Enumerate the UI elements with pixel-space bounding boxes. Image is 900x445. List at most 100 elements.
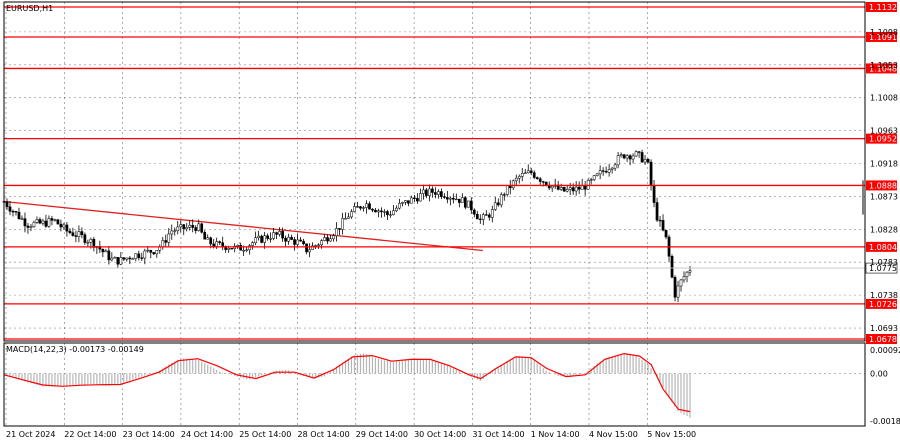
candle-body[interactable] xyxy=(565,189,569,192)
candle-body[interactable] xyxy=(676,285,680,298)
candle-body[interactable] xyxy=(17,211,21,219)
candle-body[interactable] xyxy=(152,252,156,255)
candle-body[interactable] xyxy=(275,232,278,235)
candle-body[interactable] xyxy=(383,211,386,213)
candle-body[interactable] xyxy=(101,248,105,253)
candle-body[interactable] xyxy=(484,214,488,216)
candle-body[interactable] xyxy=(131,258,135,260)
candle-body[interactable] xyxy=(443,196,446,198)
candle-body[interactable] xyxy=(502,194,506,196)
candle-body[interactable] xyxy=(5,201,9,208)
candle-body[interactable] xyxy=(559,187,563,190)
candle-body[interactable] xyxy=(8,206,12,212)
candle-body[interactable] xyxy=(454,198,458,201)
candle-body[interactable] xyxy=(209,237,213,245)
candle-body[interactable] xyxy=(272,232,275,239)
candle-body[interactable] xyxy=(416,198,419,202)
candle-body[interactable] xyxy=(457,198,461,203)
candle-body[interactable] xyxy=(107,250,111,261)
candle-body[interactable] xyxy=(119,257,123,265)
candle-body[interactable] xyxy=(23,218,27,227)
candle-body[interactable] xyxy=(571,187,575,192)
candle-body[interactable] xyxy=(475,213,479,220)
candle-body[interactable] xyxy=(377,210,380,213)
candle-body[interactable] xyxy=(263,235,266,243)
candle-body[interactable] xyxy=(134,253,138,259)
candle-body[interactable] xyxy=(395,207,398,211)
candle-body[interactable] xyxy=(592,175,596,180)
candle-body[interactable] xyxy=(655,202,659,221)
candle-body[interactable] xyxy=(59,223,63,228)
candle-body[interactable] xyxy=(227,248,231,250)
candle-body[interactable] xyxy=(287,236,290,242)
candle-body[interactable] xyxy=(628,155,632,160)
candle-body[interactable] xyxy=(493,202,497,210)
candle-body[interactable] xyxy=(643,159,647,163)
candle-body[interactable] xyxy=(332,235,335,240)
candle-body[interactable] xyxy=(658,219,662,222)
candle-body[interactable] xyxy=(245,249,248,251)
candle-body[interactable] xyxy=(242,250,246,252)
candle-body[interactable] xyxy=(490,209,494,218)
candle-body[interactable] xyxy=(586,179,590,190)
candle-body[interactable] xyxy=(640,152,644,163)
candle-body[interactable] xyxy=(646,159,650,163)
candle-body[interactable] xyxy=(365,203,368,208)
candle-body[interactable] xyxy=(673,277,677,298)
candle-body[interactable] xyxy=(128,257,132,260)
candle-body[interactable] xyxy=(197,223,201,231)
candle-body[interactable] xyxy=(335,228,338,237)
candle-body[interactable] xyxy=(26,225,30,228)
candle-body[interactable] xyxy=(77,231,81,237)
candle-body[interactable] xyxy=(448,197,452,200)
candle-body[interactable] xyxy=(86,242,90,244)
candle-body[interactable] xyxy=(625,155,629,159)
candle-body[interactable] xyxy=(11,210,15,213)
candle-body[interactable] xyxy=(188,224,192,228)
candle-body[interactable] xyxy=(631,155,635,160)
candle-body[interactable] xyxy=(329,238,332,242)
candle-body[interactable] xyxy=(499,194,503,206)
candle-body[interactable] xyxy=(302,240,305,245)
candle-body[interactable] xyxy=(38,219,42,224)
candle-body[interactable] xyxy=(661,220,665,231)
candle-body[interactable] xyxy=(637,151,641,153)
candle-body[interactable] xyxy=(428,188,431,196)
candle-body[interactable] xyxy=(191,224,195,228)
candle-body[interactable] xyxy=(29,226,33,228)
candle-body[interactable] xyxy=(425,189,428,196)
candle-body[interactable] xyxy=(41,220,45,224)
candle-body[interactable] xyxy=(206,237,210,240)
candle-body[interactable] xyxy=(311,245,314,250)
candle-body[interactable] xyxy=(604,171,608,173)
candle-body[interactable] xyxy=(350,211,353,218)
candle-body[interactable] xyxy=(634,151,638,157)
candle-body[interactable] xyxy=(407,200,410,204)
candle-body[interactable] xyxy=(463,197,467,208)
candle-body[interactable] xyxy=(664,229,668,238)
candle-body[interactable] xyxy=(505,185,509,195)
candle-body[interactable] xyxy=(113,257,117,259)
candle-body[interactable] xyxy=(481,214,485,220)
candle-body[interactable] xyxy=(535,177,539,180)
candle-body[interactable] xyxy=(299,239,302,242)
candle-body[interactable] xyxy=(478,218,482,221)
candle-body[interactable] xyxy=(362,207,365,209)
candle-body[interactable] xyxy=(203,231,207,240)
candle-body[interactable] xyxy=(401,202,404,204)
candle-body[interactable] xyxy=(422,189,425,194)
candle-body[interactable] xyxy=(248,245,251,251)
candle-body[interactable] xyxy=(413,197,416,199)
candle-body[interactable] xyxy=(649,161,653,186)
candle-body[interactable] xyxy=(601,170,605,172)
candle-body[interactable] xyxy=(320,240,323,246)
candle-body[interactable] xyxy=(110,257,114,261)
candle-body[interactable] xyxy=(404,200,407,203)
candle-body[interactable] xyxy=(53,219,57,221)
candle-body[interactable] xyxy=(440,191,443,197)
candle-body[interactable] xyxy=(616,155,620,166)
candle-body[interactable] xyxy=(437,191,440,195)
candle-body[interactable] xyxy=(679,279,683,287)
